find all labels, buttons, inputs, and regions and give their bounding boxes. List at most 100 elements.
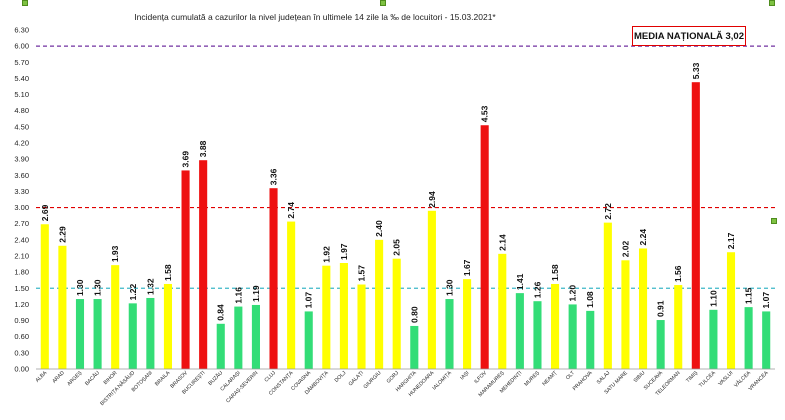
bar: [427, 210, 436, 369]
value-label: 2.40: [374, 220, 384, 237]
x-tick-label: IALOMIȚA: [432, 370, 454, 392]
y-tick-label: 4.50: [14, 122, 29, 131]
y-tick-label: 5.10: [14, 90, 29, 99]
value-label: 2.17: [726, 232, 736, 249]
bar: [726, 252, 736, 369]
value-label: 2.72: [603, 203, 613, 220]
value-label: 3.88: [198, 140, 208, 157]
x-tick-label: ARAD: [51, 370, 66, 385]
resize-handle-top-left[interactable]: [22, 0, 28, 6]
y-tick-label: 2.10: [14, 252, 29, 261]
x-tick-label: SIBIU: [633, 370, 647, 384]
value-label: 1.10: [708, 290, 718, 307]
x-tick-label: CARAȘ-SEVERIN: [225, 370, 259, 404]
value-label: 1.92: [321, 246, 331, 263]
bar: [586, 310, 595, 369]
bar: [304, 311, 313, 369]
value-label: 1.30: [93, 279, 103, 296]
value-label: 1.19: [251, 285, 261, 302]
bar: [163, 283, 173, 369]
value-label: 1.08: [585, 291, 595, 308]
y-tick-label: 2.40: [14, 235, 29, 244]
value-label: 2.14: [497, 234, 507, 251]
y-tick-label: 3.00: [14, 203, 29, 212]
value-label: 1.67: [462, 259, 472, 276]
bar: [463, 279, 472, 369]
bar: [199, 160, 208, 369]
value-label: 0.84: [216, 304, 226, 321]
value-label: 1.26: [532, 281, 542, 298]
x-tick-label: VASLUI: [717, 370, 734, 387]
y-tick-label: 3.90: [14, 155, 29, 164]
bar: [269, 188, 278, 369]
bars: [40, 82, 771, 369]
y-tick-label: 0.60: [14, 332, 29, 341]
x-tick-label: TULCEA: [698, 370, 717, 389]
bar: [251, 304, 260, 369]
bar: [181, 170, 190, 369]
y-tick-label: 1.50: [14, 284, 29, 293]
y-tick-label: 1.20: [14, 300, 29, 309]
x-tick-label: SALAJ: [596, 370, 612, 386]
value-label: 2.24: [638, 229, 648, 246]
y-tick-label: 1.80: [14, 268, 29, 277]
y-tick-label: 6.00: [14, 42, 29, 51]
bar: [75, 299, 85, 369]
value-label: 1.32: [145, 278, 155, 295]
value-label: 2.94: [427, 191, 437, 208]
value-label: 1.15: [744, 287, 754, 304]
bar: [744, 307, 753, 369]
value-label: 1.58: [163, 264, 173, 281]
bar: [656, 320, 665, 369]
bar: [322, 265, 331, 369]
y-tick-label: 0.90: [14, 316, 29, 325]
x-tick-label: IAȘI: [459, 370, 470, 381]
bar: [621, 260, 630, 369]
bar: [392, 258, 401, 369]
value-label: 1.56: [673, 265, 683, 282]
bar: [58, 245, 67, 369]
value-label: 2.69: [40, 204, 50, 221]
value-label: 2.05: [392, 239, 402, 256]
x-tick-label: MUREȘ: [523, 370, 541, 388]
bar: [709, 309, 718, 369]
resize-handle-top-right[interactable]: [769, 0, 775, 6]
value-label: 0.80: [409, 306, 419, 323]
x-tick-label: DOLJ: [334, 370, 348, 384]
value-label: 3.36: [269, 168, 279, 185]
national-average-legend: MEDIA NAȚIONALĂ 3,02: [632, 26, 746, 46]
value-label: 1.58: [550, 264, 560, 281]
bar: [410, 325, 419, 369]
value-label: 4.53: [480, 105, 490, 122]
x-tick-label: BUZĂU: [207, 369, 225, 387]
value-label: 1.93: [110, 245, 120, 262]
y-axis-ticks: 0.00 0.30 0.60 0.90 1.20 1.50 1.80 2.10 2.40 2.70…: [14, 26, 29, 374]
value-label: 1.57: [357, 265, 367, 282]
bar: [603, 222, 612, 369]
bar: [234, 306, 243, 369]
y-tick-label: 5.40: [14, 74, 29, 83]
resize-handle-top-center[interactable]: [380, 0, 386, 6]
bar: [111, 265, 120, 369]
x-tick-label: ILFOV: [473, 370, 488, 385]
y-tick-label: 4.20: [14, 139, 29, 148]
resize-handle-right[interactable]: [771, 218, 777, 224]
x-tick-label: ALBA: [35, 370, 49, 384]
bar: [40, 224, 49, 369]
x-tick-label: PRAHOVA: [572, 370, 594, 392]
bar: [445, 299, 454, 369]
y-tick-label: 3.60: [14, 171, 29, 180]
bar: [674, 285, 683, 369]
value-label: 1.30: [444, 279, 454, 296]
bar: [568, 304, 577, 369]
value-label: 0.91: [656, 300, 666, 317]
bar: [638, 248, 648, 369]
bar: [375, 239, 384, 369]
x-tick-label: GIURGIU: [363, 370, 383, 390]
y-tick-label: 0.00: [14, 365, 29, 374]
y-tick-label: 5.70: [14, 58, 29, 67]
bar: [339, 262, 348, 369]
